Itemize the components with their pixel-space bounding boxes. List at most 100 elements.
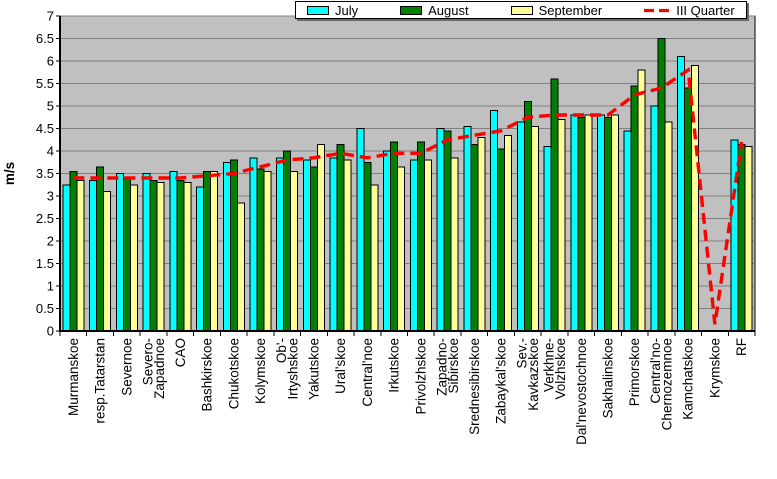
bar-july	[490, 110, 499, 332]
y-tick-label: 4	[47, 144, 54, 159]
bar-august	[229, 159, 238, 332]
bar-september	[316, 143, 325, 332]
x-category-label: Chernozemnoe	[660, 338, 675, 430]
y-tick-label: 4.5	[36, 121, 54, 136]
bar-september	[584, 114, 593, 332]
bar-september	[423, 159, 432, 332]
bar-september	[236, 202, 245, 332]
x-category-label: CAO	[173, 338, 188, 367]
bar-august	[470, 143, 479, 332]
bar-july	[142, 173, 151, 332]
bar-september	[156, 182, 165, 332]
legend-label-september: September	[538, 2, 603, 18]
bar-september	[129, 184, 138, 332]
red-dashed-line-icon	[644, 8, 671, 12]
bar-september	[504, 134, 513, 332]
x-category-label: Yakutskoe	[306, 338, 321, 400]
bar-august	[69, 170, 78, 332]
legend-label-quarter: III Quarter	[676, 2, 735, 18]
x-category-label: Severo-	[140, 338, 155, 385]
x-category-label: Privolzhskoe	[413, 338, 428, 415]
x-category-label: Ural'skoe	[333, 338, 348, 394]
bar-august	[203, 170, 212, 332]
bar-july	[89, 179, 98, 332]
y-tick-label: 0	[47, 324, 54, 339]
bar-september	[610, 114, 619, 332]
bar-september	[530, 125, 539, 332]
x-category-label: Irtyshskoe	[285, 338, 300, 400]
y-axis-title: m/s	[2, 162, 17, 185]
bar-july	[463, 125, 472, 332]
x-category-label: Primorskoe	[627, 338, 642, 406]
bar-august	[309, 166, 318, 332]
bar-july	[169, 170, 178, 332]
bar-september	[557, 119, 566, 332]
bar-july	[196, 186, 205, 332]
bar-september	[210, 170, 219, 332]
y-tick-label: 7	[47, 9, 54, 24]
bar-august	[336, 143, 345, 332]
bar-september	[183, 182, 192, 332]
july-swatch-icon	[307, 5, 329, 15]
bar-august	[684, 87, 693, 332]
x-category-label: Bashkirskoe	[200, 338, 215, 412]
bar-august	[149, 179, 158, 332]
x-category-label: Sev.-	[515, 338, 530, 369]
x-category-label: Dal'nevostochnoe	[574, 338, 589, 445]
bar-july	[543, 146, 552, 332]
bar-september	[343, 159, 352, 332]
bar-july	[222, 161, 231, 332]
bar-september	[450, 157, 459, 332]
bar-august	[603, 116, 612, 332]
bar-september	[103, 191, 112, 332]
x-category-label: Kavkazskoe	[526, 338, 541, 411]
bar-august	[737, 143, 746, 332]
bar-july	[249, 157, 258, 332]
bar-july	[409, 159, 418, 332]
legend-item-quarter: III Quarter	[644, 4, 735, 17]
bar-september	[290, 170, 299, 332]
y-tick-label: 5	[47, 99, 54, 114]
x-category-label: Krymskoe	[707, 338, 722, 398]
bar-july	[356, 128, 365, 332]
y-tick-label: 3	[47, 189, 54, 204]
bar-august	[176, 179, 185, 332]
bar-august	[390, 141, 399, 332]
x-category-label: RF	[734, 338, 749, 356]
y-tick-label: 6	[47, 54, 54, 69]
bar-september	[744, 146, 753, 332]
x-category-label: Irkutskoe	[387, 338, 402, 393]
x-category-label: Central'no-	[648, 338, 663, 404]
bar-july	[570, 114, 579, 332]
x-category-label: Sibirskoe	[446, 338, 461, 394]
legend-item-september: September	[510, 2, 603, 18]
legend-item-august: August	[400, 4, 469, 17]
bar-july	[329, 157, 338, 332]
x-category-label: Murmanskoe	[66, 338, 81, 416]
legend: July August September III Quarter	[295, 1, 747, 19]
bar-july	[596, 114, 605, 332]
x-category-label: Sakhalinskoe	[600, 338, 615, 418]
bar-july	[115, 173, 124, 332]
bar-august	[363, 161, 372, 332]
legend-label-july: July	[335, 2, 359, 18]
bar-august	[497, 148, 506, 332]
bar-august	[122, 177, 131, 332]
y-tick-label: 2	[47, 234, 54, 249]
bar-september	[397, 166, 406, 332]
x-category-label: Severnoe	[119, 338, 134, 396]
x-category-label: Zapadno-	[434, 338, 449, 396]
x-category-label: Ob'-	[274, 338, 289, 363]
bar-september	[370, 184, 379, 332]
bar-august	[416, 141, 425, 332]
y-tick-label: 1	[47, 279, 54, 294]
x-category-label: Srednesibirskoe	[467, 338, 482, 435]
y-tick-label: 5.5	[36, 76, 54, 91]
bar-august	[657, 38, 666, 332]
legend-item-july: July	[307, 4, 358, 17]
bar-august	[523, 101, 532, 332]
y-tick-label: 6.5	[36, 31, 54, 46]
bar-july	[436, 128, 445, 332]
y-tick-label: 0.5	[36, 301, 54, 316]
bar-july	[677, 56, 686, 332]
